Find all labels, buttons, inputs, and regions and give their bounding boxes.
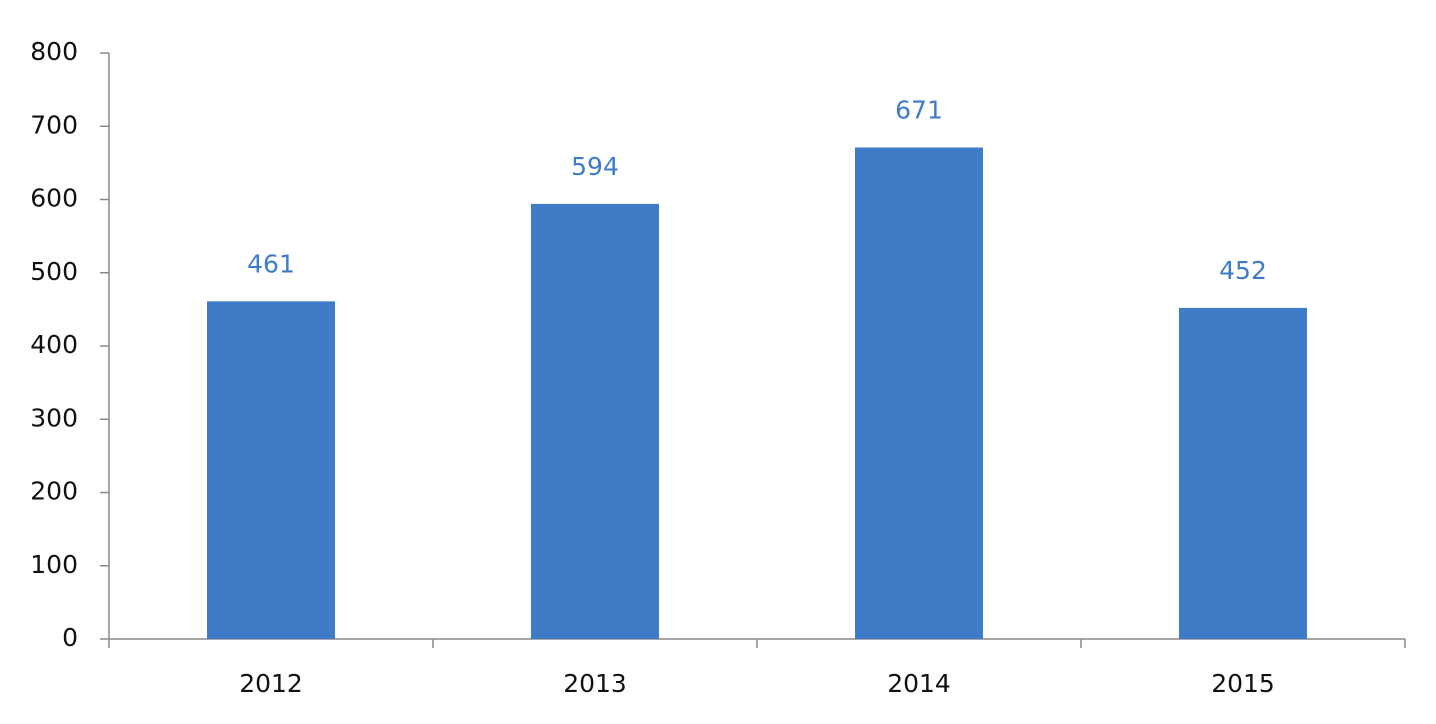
x-tick-label: 2015	[1211, 669, 1275, 698]
data-label: 461	[247, 249, 295, 278]
data-label: 594	[571, 152, 619, 181]
y-tick-label: 0	[62, 623, 78, 652]
y-tick-label: 300	[30, 403, 78, 432]
y-tick-label: 400	[30, 330, 78, 359]
y-tick-label: 200	[30, 477, 78, 506]
bar	[531, 203, 659, 639]
bar	[207, 301, 335, 639]
y-tick-label: 600	[30, 184, 78, 213]
x-tick-label: 2014	[887, 669, 951, 698]
bar	[1179, 307, 1307, 639]
y-tick-label: 100	[30, 550, 78, 579]
y-tick-label: 800	[30, 37, 78, 66]
y-tick-label: 700	[30, 110, 78, 139]
x-tick-label: 2013	[563, 669, 627, 698]
y-tick-label: 500	[30, 257, 78, 286]
bar	[855, 147, 983, 639]
data-label: 671	[895, 95, 943, 124]
x-tick-label: 2012	[239, 669, 303, 698]
data-label: 452	[1219, 256, 1267, 285]
